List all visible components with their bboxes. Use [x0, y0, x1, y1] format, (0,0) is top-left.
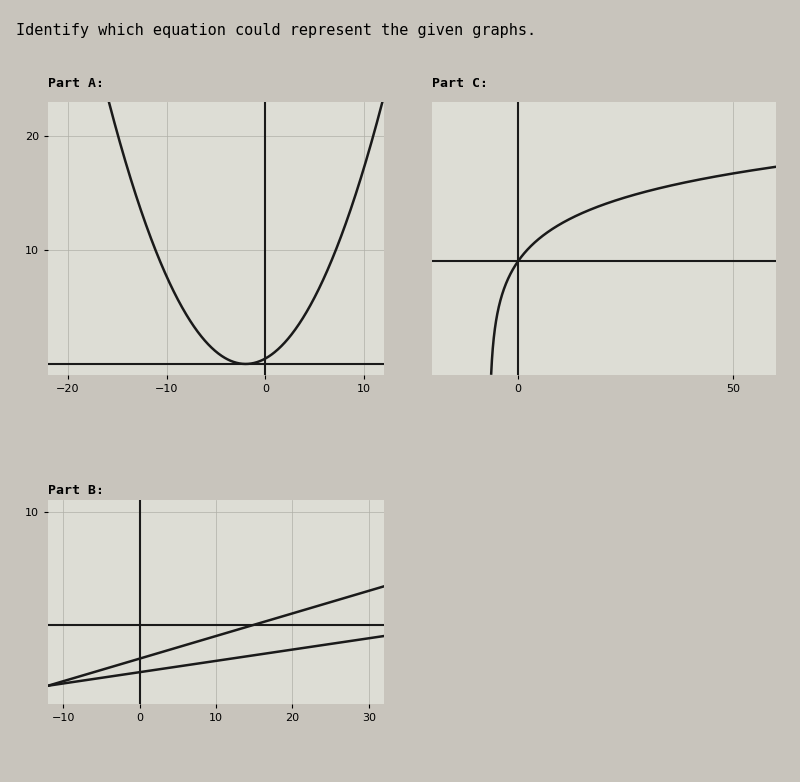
Text: Identify which equation could represent the given graphs.: Identify which equation could represent …	[16, 23, 536, 38]
Text: Part B:: Part B:	[48, 483, 104, 497]
Text: Part A:: Part A:	[48, 77, 104, 90]
Text: Part C:: Part C:	[432, 77, 488, 90]
